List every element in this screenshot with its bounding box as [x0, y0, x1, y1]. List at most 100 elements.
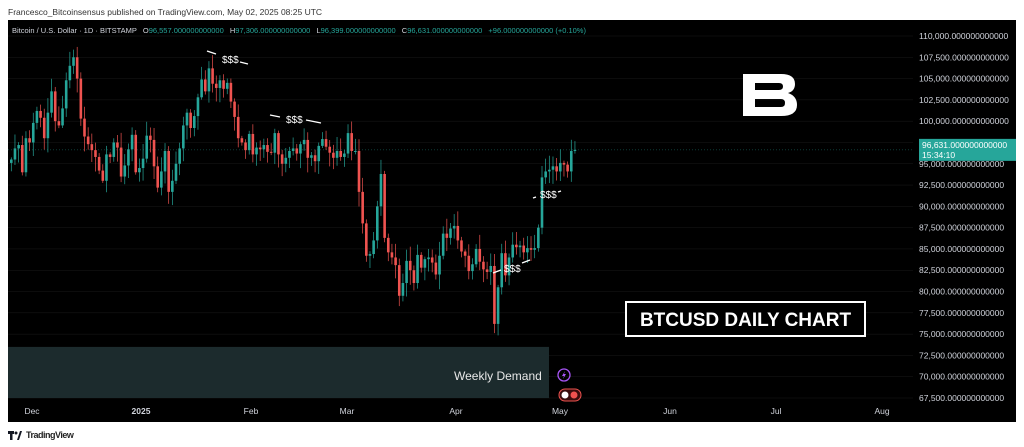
time-tick-label: May	[552, 406, 569, 416]
candle	[537, 224, 540, 252]
candle	[445, 218, 449, 252]
candle	[478, 234, 482, 271]
candle	[354, 138, 357, 155]
price-tick-label: 87,500.000000000000	[919, 223, 1004, 233]
candle	[211, 55, 214, 93]
last-price-badge: 96,631.000000000000 15:34:10	[919, 138, 1016, 161]
candle	[496, 284, 500, 336]
price-tick-label: 82,500.000000000000	[919, 265, 1004, 275]
symbol-legend: Bitcoin / U.S. Dollar · 1D · BITSTAMP O9…	[12, 26, 586, 35]
candle	[185, 108, 189, 140]
candle	[116, 134, 119, 162]
candle	[419, 252, 423, 273]
candle	[441, 226, 445, 260]
candle	[482, 256, 485, 283]
candle	[31, 112, 35, 157]
chart-title-box: BTCUSD DAILY CHART	[625, 301, 866, 337]
liquidity-annotation-3: $$$	[492, 259, 531, 275]
candle	[156, 156, 159, 193]
candle	[17, 142, 20, 163]
candle	[324, 130, 328, 150]
candle	[174, 151, 178, 184]
candle	[548, 155, 551, 184]
candle	[39, 104, 42, 128]
candle	[485, 261, 489, 280]
candle	[288, 146, 291, 169]
candle	[518, 240, 522, 258]
candle	[434, 254, 438, 280]
candlestick-chart[interactable]: Weekly Demand $$$ $$$ $$$ $$$	[8, 20, 1016, 422]
candle	[262, 138, 266, 158]
candle	[229, 78, 233, 108]
price-tick-label: 102,500.000000000000	[919, 95, 1009, 105]
candle	[394, 243, 397, 279]
candle	[515, 232, 518, 255]
price-tick-label: 70,000.000000000000	[919, 372, 1004, 382]
candle	[295, 143, 299, 161]
candle	[368, 251, 372, 269]
candle	[61, 95, 64, 128]
lightning-icon[interactable]	[557, 368, 571, 382]
candle	[467, 244, 471, 280]
candle	[218, 75, 222, 103]
candle	[123, 154, 127, 185]
price-tick-label: 75,000.000000000000	[919, 329, 1004, 339]
tradingview-logo-icon	[8, 430, 22, 440]
liquidity-annotation-4: $$$	[532, 190, 562, 201]
svg-text:$$$: $$$	[286, 115, 303, 126]
events-icon[interactable]	[558, 388, 582, 402]
candle	[112, 138, 116, 162]
candle	[357, 139, 361, 207]
candle	[46, 98, 50, 153]
candle	[321, 132, 324, 149]
candle	[544, 158, 547, 184]
candle	[405, 249, 408, 297]
time-axis[interactable]: Dec 2025 Feb Mar Apr May Jun Jul Aug	[8, 402, 1016, 422]
candle	[83, 106, 86, 152]
candle	[35, 106, 39, 130]
candle	[339, 138, 342, 161]
candle	[247, 130, 251, 155]
candle	[533, 234, 536, 259]
candle	[28, 130, 31, 151]
candle	[562, 160, 566, 177]
candle	[119, 132, 123, 183]
candle	[145, 121, 149, 163]
time-tick-label: Jul	[771, 406, 782, 416]
candle	[423, 256, 427, 281]
candle	[474, 244, 478, 268]
candle	[507, 253, 511, 286]
candle	[225, 78, 229, 95]
candle	[313, 149, 317, 173]
candle	[255, 142, 258, 166]
candle	[569, 139, 573, 182]
candle	[456, 211, 460, 249]
candle	[79, 72, 83, 126]
time-tick-label: Aug	[874, 406, 889, 416]
candle	[317, 142, 321, 174]
svg-text:$$$: $$$	[540, 190, 557, 201]
candle	[50, 78, 53, 118]
chart-panel[interactable]: Weekly Demand $$$ $$$ $$$ $$$	[8, 20, 1016, 422]
candle	[401, 273, 405, 302]
price-axis[interactable]: 110,000.000000000000 107,500.000000000000…	[913, 20, 1016, 422]
candle	[566, 161, 569, 178]
price-tick-label: 100,000.000000000000	[919, 116, 1009, 126]
candle	[529, 236, 533, 261]
price-tick-label: 80,000.000000000000	[919, 287, 1004, 297]
candle	[386, 233, 390, 262]
candle	[291, 137, 295, 156]
candle	[90, 133, 94, 163]
price-tick-label: 90,000.000000000000	[919, 201, 1004, 211]
candle	[236, 104, 240, 148]
candle	[361, 177, 364, 234]
candle	[365, 219, 368, 262]
footer: TradingView	[8, 426, 74, 444]
candle	[53, 86, 57, 132]
time-tick-label: Dec	[24, 406, 40, 416]
candle	[20, 135, 24, 176]
candle	[10, 157, 13, 172]
candle	[335, 137, 339, 166]
candle	[127, 143, 130, 179]
candle	[203, 70, 207, 95]
